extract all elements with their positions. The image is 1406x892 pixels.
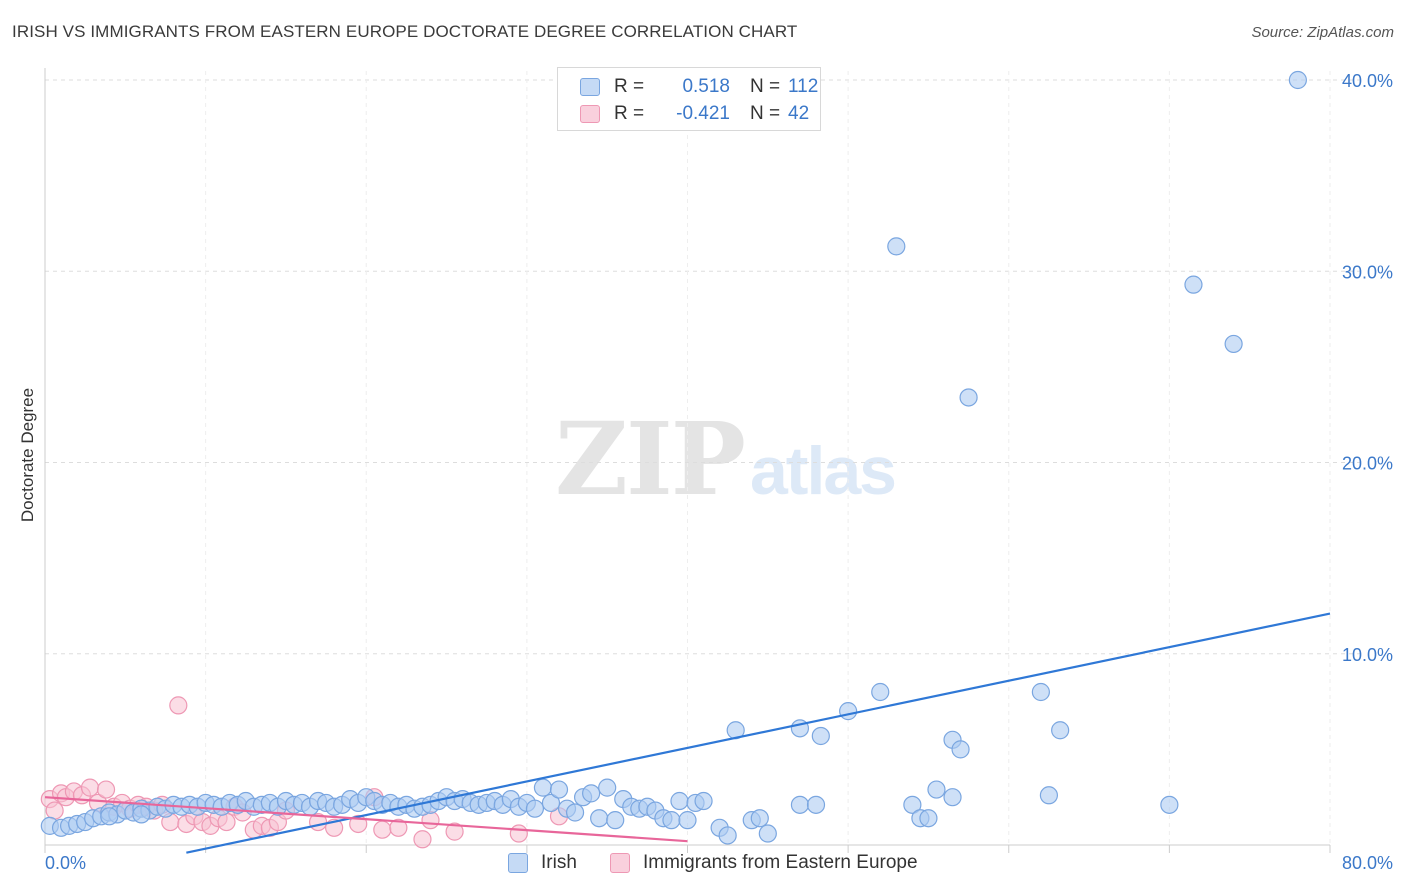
legend-r-value: 0.518 [682, 76, 730, 97]
irish-point [549, 780, 569, 799]
eastern-europe-point [96, 780, 116, 799]
irish-point [887, 237, 906, 256]
x-tick-label: 80.0% [1342, 853, 1393, 873]
watermark: ZIPatlas [555, 400, 897, 518]
irish-point [811, 726, 830, 746]
x-tick-label: 0.0% [45, 853, 86, 873]
axes [44, 68, 1331, 853]
irish-point [943, 788, 962, 807]
correlation-legend: R = 0.518 N = 112 R = -0.421 N = 42 [557, 67, 821, 131]
y-tick-label: 10.0% [1342, 645, 1393, 665]
legend-r-label: R = [614, 103, 645, 124]
irish-point [806, 795, 826, 814]
irish-point [1051, 721, 1070, 740]
irish-point [903, 795, 922, 814]
irish-point [750, 809, 769, 828]
irish-point [565, 803, 585, 822]
irish-point [871, 682, 890, 702]
watermark-zip: ZIP [555, 400, 746, 518]
irish-point [839, 702, 858, 721]
eastern-europe-point [413, 830, 432, 849]
eastern-europe-point [445, 822, 464, 841]
irish-point [1039, 786, 1059, 805]
irish-point [718, 826, 737, 845]
legend-row-eastern-europe: R = -0.421 N = 42 [580, 101, 809, 127]
irish-point [959, 388, 978, 407]
irish-point [1288, 70, 1307, 90]
legend-row-irish: R = 0.518 N = 112 [580, 74, 818, 100]
y-tick-label: 20.0% [1342, 454, 1393, 474]
irish-point [1224, 334, 1243, 354]
legend-swatch-eastern-europe [610, 853, 630, 873]
eastern-europe-trend-line [44, 796, 688, 843]
legend-label-irish: Irish [541, 852, 577, 873]
legend-r-value: -0.421 [676, 103, 730, 124]
series-eastern-europe-points [40, 696, 569, 849]
irish-point [598, 778, 617, 797]
irish-point [606, 811, 625, 830]
irish-point [919, 809, 938, 828]
series-irish-points [40, 70, 1307, 845]
irish-point [662, 811, 681, 830]
eastern-europe-point [373, 820, 392, 839]
irish-point [533, 778, 553, 797]
legend-item-eastern-europe[interactable]: Immigrants from Eastern Europe [610, 852, 918, 874]
legend-n-label: N = [750, 103, 781, 124]
irish-point [927, 780, 946, 799]
irish-point [1031, 682, 1050, 702]
legend-item-irish[interactable]: Irish [508, 852, 577, 874]
series-legend: Irish Immigrants from Eastern Europe [0, 852, 1406, 878]
irish-point [541, 793, 561, 813]
irish-point [790, 795, 810, 814]
irish-point [132, 805, 151, 824]
irish-point [1160, 795, 1179, 814]
legend-r-label: R = [614, 76, 645, 97]
irish-trend-line [186, 612, 1331, 854]
y-tick-label: 40.0% [1342, 71, 1393, 91]
irish-point [590, 809, 609, 828]
irish-point [678, 811, 697, 830]
irish-point [694, 791, 713, 811]
eastern-europe-point [45, 801, 64, 820]
tick-labels: 10.0% 20.0% 30.0% 40.0% 0.0% 80.0% [45, 71, 1393, 873]
eastern-europe-point [389, 818, 408, 837]
y-axis-title: Doctorate Degree [18, 388, 37, 522]
legend-swatch-irish [508, 853, 528, 873]
legend-swatch-irish [580, 78, 600, 96]
eastern-europe-point [217, 812, 236, 832]
eastern-europe-point [509, 824, 528, 843]
y-tick-label: 30.0% [1342, 262, 1393, 282]
legend-n-label: N = [750, 76, 781, 97]
eastern-europe-point [80, 778, 100, 797]
irish-point [582, 784, 601, 803]
legend-swatch-eastern-europe [580, 105, 600, 123]
irish-point [951, 740, 970, 759]
watermark-atlas: atlas [749, 433, 897, 509]
irish-point [100, 807, 119, 826]
chart-title: IRISH VS IMMIGRANTS FROM EASTERN EUROPE … [12, 22, 798, 41]
legend-n-value: 42 [788, 103, 810, 124]
irish-point [525, 799, 545, 818]
trend-lines [44, 612, 1331, 854]
grid-lines [45, 71, 1365, 845]
legend-label-eastern-europe: Immigrants from Eastern Europe [643, 852, 918, 873]
eastern-europe-point [169, 696, 188, 715]
irish-point [670, 791, 689, 811]
irish-point [758, 824, 777, 843]
irish-point [1184, 275, 1203, 294]
source-label: Source: ZipAtlas.com [1251, 24, 1394, 41]
legend-n-value: 112 [788, 76, 819, 97]
